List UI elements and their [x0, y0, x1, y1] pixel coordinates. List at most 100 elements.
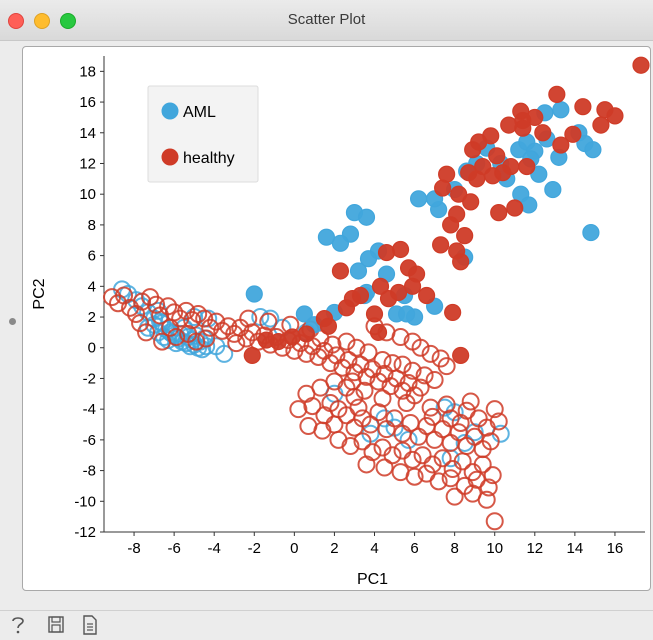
aml-point [544, 180, 562, 199]
healthy-point [357, 455, 376, 474]
legend-box [147, 85, 259, 183]
healthy-point [353, 432, 372, 451]
x-tick-label: 10 [486, 540, 503, 557]
healthy-point [450, 185, 468, 203]
healthy-point [189, 304, 208, 323]
healthy-point [337, 332, 356, 351]
x-axis-label: PC1 [357, 571, 388, 588]
x-tick-label: 4 [370, 540, 378, 557]
healthy-point [311, 378, 330, 397]
healthy-point [319, 317, 338, 335]
healthy-point [477, 490, 496, 509]
healthy-point [452, 346, 470, 365]
healthy-point [177, 301, 196, 320]
minimize-window-button[interactable] [34, 13, 50, 29]
aml-point [397, 305, 416, 323]
aml-point [584, 141, 602, 159]
save-icon[interactable] [46, 614, 66, 636]
aml-point [349, 262, 368, 280]
healthy-point [239, 309, 258, 328]
healthy-point [456, 227, 474, 245]
healthy-point [227, 334, 246, 353]
healthy-point [167, 327, 186, 346]
healthy-point [453, 452, 472, 471]
healthy-point [195, 309, 214, 328]
healthy-point [397, 394, 416, 413]
healthy-point [383, 354, 402, 373]
healthy-point [361, 415, 380, 434]
y-tick-label: 14 [79, 125, 96, 142]
healthy-point [393, 441, 412, 460]
aml-point [359, 250, 378, 268]
healthy-point [632, 56, 650, 74]
y-tick-label: 0 [88, 340, 96, 357]
healthy-point [351, 286, 370, 305]
healthy-point [421, 344, 440, 363]
aml-point [552, 101, 570, 119]
healthy-point [548, 85, 566, 103]
healthy-point [489, 412, 508, 431]
report-icon[interactable] [80, 614, 100, 636]
healthy-point [514, 119, 532, 137]
healthy-point [462, 193, 480, 211]
healthy-point [297, 325, 315, 343]
healthy-point [417, 286, 436, 305]
healthy-point [413, 446, 432, 465]
legend-label: AML [183, 104, 216, 121]
healthy-point [483, 466, 502, 485]
healthy-point [494, 164, 512, 182]
aml-point [295, 305, 313, 323]
healthy-point [337, 299, 356, 317]
zoom-window-button[interactable] [60, 13, 76, 29]
healthy-point [437, 357, 456, 376]
healthy-point [460, 164, 478, 182]
x-tick-label: -2 [248, 540, 261, 557]
x-tick-label: 8 [450, 540, 458, 557]
x-tick-label: -6 [167, 540, 180, 557]
healthy-point [323, 335, 342, 354]
healthy-point [442, 216, 460, 234]
healthy-point [347, 338, 366, 357]
healthy-point [403, 361, 422, 380]
aml-point [455, 433, 474, 452]
healthy-point [147, 295, 166, 314]
healthy-point [207, 312, 226, 331]
healthy-point [512, 102, 530, 120]
y-axis-label: PC2 [31, 278, 48, 309]
healthy-point [423, 407, 442, 426]
healthy-point [485, 512, 504, 531]
x-tick-label: 12 [526, 540, 543, 557]
healthy-point [257, 331, 275, 349]
healthy-point [444, 303, 462, 322]
x-tick-label: 6 [410, 540, 418, 557]
healthy-point [452, 253, 470, 271]
help-icon[interactable] [8, 614, 28, 636]
healthy-point [391, 463, 410, 482]
healthy-point [433, 449, 452, 468]
y-tick-label: -2 [83, 370, 96, 387]
scatter-plot[interactable]: -8 -6 -4 -2 0 2 4 6 8 10 12 14 16 -12 -10 -8 -6 -4 -2 0 2 4 6 8… [0, 0, 653, 610]
healthy-point [341, 437, 360, 456]
healthy-point [425, 370, 444, 389]
aml-point [331, 234, 350, 252]
healthy-point [506, 199, 524, 217]
close-window-button[interactable] [8, 13, 24, 29]
healthy-point [449, 423, 468, 442]
healthy-point [369, 323, 388, 341]
healthy-point [409, 427, 428, 446]
legend-label: healthy [183, 150, 235, 167]
healthy-point [479, 478, 498, 497]
aml-point [530, 165, 548, 183]
healthy-point [187, 332, 206, 351]
aml-point [520, 196, 538, 214]
healthy-point [389, 283, 408, 302]
healthy-point [485, 400, 504, 419]
healthy-point [415, 366, 434, 385]
panel-resize-handle[interactable] [9, 318, 16, 325]
y-tick-label: 18 [79, 63, 96, 80]
aml-point [399, 430, 418, 449]
x-tick-label: 0 [290, 540, 298, 557]
healthy-point [213, 321, 232, 340]
healthy-point [534, 124, 552, 142]
healthy-point [197, 329, 216, 348]
